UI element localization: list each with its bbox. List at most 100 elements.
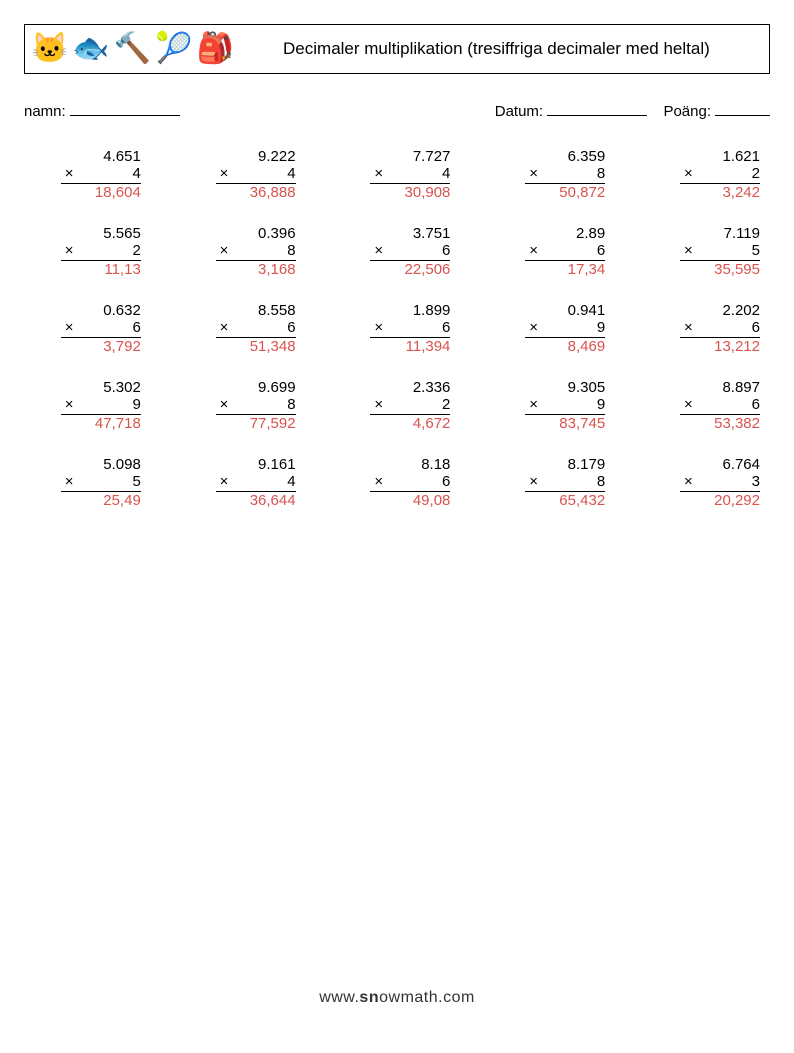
multiplier: 9: [597, 396, 605, 413]
problem: 5.565×211,13: [24, 225, 151, 278]
answer: 18,604: [61, 184, 141, 201]
multiplier-row: ×9: [61, 396, 141, 415]
multiplier-row: ×3: [680, 473, 760, 492]
date-blank[interactable]: [547, 98, 647, 116]
multiplicand: 2.202: [680, 302, 760, 319]
multiplicand: 3.751: [370, 225, 450, 242]
multiplicand: 9.699: [216, 379, 296, 396]
operator: ×: [61, 242, 74, 259]
problem: 6.359×850,872: [488, 148, 615, 201]
footer-brand-rest: owmath: [379, 989, 438, 1006]
multiplier-row: ×5: [680, 242, 760, 261]
answer: 65,432: [525, 492, 605, 509]
multiplier: 9: [132, 396, 140, 413]
multiplier-row: ×4: [61, 165, 141, 184]
multiplier: 6: [132, 319, 140, 336]
multiplier: 4: [287, 473, 295, 490]
multiplicand: 7.727: [370, 148, 450, 165]
operator: ×: [680, 473, 693, 490]
problem: 8.179×865,432: [488, 456, 615, 509]
problem: 2.202×613,212: [643, 302, 770, 355]
multiplicand: 2.336: [370, 379, 450, 396]
multiplier: 8: [597, 165, 605, 182]
multiplicand: 1.621: [680, 148, 760, 165]
multiplier-row: ×2: [370, 396, 450, 415]
multiplier: 6: [752, 396, 760, 413]
multiplicand: 5.565: [61, 225, 141, 242]
multiplier-row: ×4: [216, 165, 296, 184]
operator: ×: [216, 165, 229, 182]
multiplier-row: ×5: [61, 473, 141, 492]
multiplier-row: ×6: [680, 319, 760, 338]
worksheet-title: Decimaler multiplikation (tresiffriga de…: [234, 39, 763, 59]
answer: 77,592: [216, 415, 296, 432]
operator: ×: [61, 319, 74, 336]
multiplier-row: ×8: [216, 242, 296, 261]
multiplier: 6: [287, 319, 295, 336]
date-label: Datum:: [495, 103, 543, 120]
problem: 8.18×649,08: [334, 456, 461, 509]
multiplier: 2: [752, 165, 760, 182]
backpack-icon: 🎒: [196, 34, 233, 64]
footer: www.snowmath.com: [0, 989, 794, 1023]
multiplicand: 9.161: [216, 456, 296, 473]
answer: 36,644: [216, 492, 296, 509]
problem: 9.699×877,592: [179, 379, 306, 432]
operator: ×: [216, 396, 229, 413]
multiplier: 9: [597, 319, 605, 336]
problems-grid: 4.651×418,6049.222×436,8887.727×430,9086…: [24, 148, 770, 509]
problem: 9.222×436,888: [179, 148, 306, 201]
multiplicand: 0.632: [61, 302, 141, 319]
problem: 3.751×622,506: [334, 225, 461, 278]
operator: ×: [370, 319, 383, 336]
answer: 20,292: [680, 492, 760, 509]
operator: ×: [680, 165, 693, 182]
operator: ×: [61, 473, 74, 490]
multiplier-row: ×4: [216, 473, 296, 492]
name-blank[interactable]: [70, 98, 180, 116]
answer: 11,394: [370, 338, 450, 355]
operator: ×: [216, 242, 229, 259]
multiplier: 6: [597, 242, 605, 259]
footer-prefix: www.: [319, 989, 359, 1006]
footer-brand-s: s: [359, 989, 368, 1006]
problem: 9.305×983,745: [488, 379, 615, 432]
multiplier-row: ×8: [216, 396, 296, 415]
multiplicand: 7.119: [680, 225, 760, 242]
multiplier: 4: [287, 165, 295, 182]
operator: ×: [370, 396, 383, 413]
multiplier: 8: [287, 242, 295, 259]
multiplier: 4: [132, 165, 140, 182]
multiplicand: 1.899: [370, 302, 450, 319]
multiplier-row: ×2: [61, 242, 141, 261]
problem: 6.764×320,292: [643, 456, 770, 509]
header-icons: 🐱 🐟 🔨 🎾 🎒: [31, 34, 234, 64]
multiplicand: 9.305: [525, 379, 605, 396]
multiplier-row: ×2: [680, 165, 760, 184]
answer: 8,469: [525, 338, 605, 355]
operator: ×: [370, 242, 383, 259]
score-blank[interactable]: [715, 98, 770, 116]
worksheet-page: 🐱 🐟 🔨 🎾 🎒 Decimaler multiplikation (tres…: [0, 0, 794, 509]
problem: 9.161×436,644: [179, 456, 306, 509]
operator: ×: [525, 242, 538, 259]
multiplier: 2: [442, 396, 450, 413]
problem: 5.098×525,49: [24, 456, 151, 509]
multiplier: 6: [752, 319, 760, 336]
problem: 5.302×947,718: [24, 379, 151, 432]
problem: 2.89×617,34: [488, 225, 615, 278]
problem: 0.396×83,168: [179, 225, 306, 278]
operator: ×: [525, 165, 538, 182]
multiplicand: 5.302: [61, 379, 141, 396]
operator: ×: [370, 473, 383, 490]
header-box: 🐱 🐟 🔨 🎾 🎒 Decimaler multiplikation (tres…: [24, 24, 770, 74]
multiplicand: 8.18: [370, 456, 450, 473]
multiplicand: 9.222: [216, 148, 296, 165]
answer: 3,168: [216, 261, 296, 278]
answer: 50,872: [525, 184, 605, 201]
multiplicand: 6.764: [680, 456, 760, 473]
fish-icon: 🐟: [72, 34, 109, 64]
answer: 35,595: [680, 261, 760, 278]
problem: 4.651×418,604: [24, 148, 151, 201]
answer: 25,49: [61, 492, 141, 509]
